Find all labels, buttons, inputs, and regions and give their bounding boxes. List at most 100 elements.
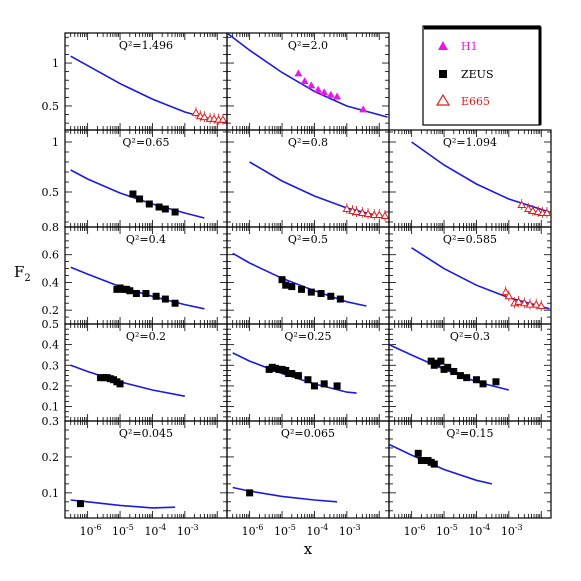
model-curve xyxy=(411,247,550,310)
zeus-point xyxy=(414,449,422,457)
x-tick-label: 10-5 xyxy=(112,523,134,538)
e665-point xyxy=(533,207,543,215)
h1-point xyxy=(294,69,303,77)
panel-3: Q²=0.8 xyxy=(226,129,390,228)
zeus-point xyxy=(288,283,296,291)
model-curve xyxy=(227,33,388,118)
x-tick-label: 10-3 xyxy=(177,523,199,538)
panel-label: Q²=0.15 xyxy=(446,427,493,440)
zeus-point xyxy=(307,288,315,296)
zeus-point xyxy=(171,208,179,216)
y-tick-label: 0.2 xyxy=(42,451,60,464)
y-tick-label: 0.4 xyxy=(42,276,60,289)
panel-data xyxy=(232,252,367,307)
e665-point xyxy=(369,210,379,218)
zeus-point xyxy=(427,357,435,365)
zeus-point xyxy=(294,372,302,380)
panel-1: Q²=2.0 xyxy=(226,32,390,131)
h1-point xyxy=(314,85,323,93)
panels-group: 0.5 1 Q²=1.496 Q²=2.0 0.5 1 Q²=0.65 Q²=0.8 Q²=1.… xyxy=(42,32,552,538)
e665-point xyxy=(542,208,551,216)
x-axis-label: x xyxy=(304,540,313,558)
zeus-point xyxy=(161,295,169,303)
y-tick-label: 0.1 xyxy=(42,487,60,500)
zeus-point xyxy=(132,290,140,298)
zeus-point xyxy=(472,376,480,384)
x-tick-label-base: 10 xyxy=(306,525,320,538)
h1-point xyxy=(300,77,309,85)
x-tick-label-base: 10 xyxy=(404,525,418,538)
model-curve xyxy=(232,252,367,307)
zeus-point xyxy=(333,382,341,390)
zeus-point xyxy=(152,292,160,300)
legend-label-h1: H1 xyxy=(461,40,478,53)
x-tick-label-exp: -4 xyxy=(482,523,490,532)
h1-point xyxy=(333,92,342,100)
model-curve xyxy=(232,486,338,503)
x-tick-label: 10-3 xyxy=(501,523,523,538)
zeus-point xyxy=(288,370,296,378)
y-tick-label: 0.5 xyxy=(42,186,60,199)
e665-point xyxy=(374,210,384,218)
panel-data xyxy=(70,266,205,310)
x-tick-label: 10-5 xyxy=(274,523,296,538)
panel-data xyxy=(232,352,357,394)
y-tick-label: 0.5 xyxy=(42,318,60,331)
zeus-point xyxy=(320,380,328,388)
e665-point xyxy=(519,298,529,307)
legend-marker-zeus xyxy=(439,70,447,78)
y-tick-label: 0.8 xyxy=(42,221,60,234)
zeus-point xyxy=(463,374,471,382)
panel-7: Q²=0.585 xyxy=(388,226,552,325)
x-tick-label-base: 10 xyxy=(468,525,482,538)
panel-label: Q²=1.496 xyxy=(119,39,173,52)
panel-label: Q²=0.5 xyxy=(288,233,328,246)
x-tick-label-exp: -4 xyxy=(158,523,166,532)
legend-shadow xyxy=(424,26,542,125)
zeus-point xyxy=(126,287,134,295)
y-axis-label: F2 xyxy=(14,263,31,284)
e665-point xyxy=(191,108,201,116)
zeus-point xyxy=(278,365,286,373)
panel-label: Q²=0.25 xyxy=(284,330,331,343)
panel-data xyxy=(232,486,338,503)
model-curve xyxy=(411,141,550,213)
x-tick-label-base: 10 xyxy=(436,525,450,538)
panel-6: Q²=0.5 xyxy=(226,226,390,325)
x-tick-label-exp: -4 xyxy=(320,523,328,532)
panel-label: Q²=0.585 xyxy=(443,233,497,246)
e665-point xyxy=(514,297,523,305)
panel-label: Q²=0.2 xyxy=(126,330,166,343)
model-curve xyxy=(70,364,185,397)
x-tick-label: 10-5 xyxy=(436,523,458,538)
panel-data xyxy=(389,343,509,391)
e665-point xyxy=(536,301,546,309)
h1-point xyxy=(307,81,316,89)
zeus-point xyxy=(142,290,150,298)
zeus-point xyxy=(304,376,312,384)
zeus-point xyxy=(76,500,84,508)
x-tick-label-exp: -5 xyxy=(288,523,296,532)
x-tick-label-base: 10 xyxy=(177,525,191,538)
panel-13: 10-6 10-5 10-4 10-3Q²=0.15 xyxy=(388,420,552,538)
e665-point xyxy=(528,206,538,214)
y-tick-label: 0.6 xyxy=(42,249,60,262)
e665-point xyxy=(531,300,541,308)
panel-frame xyxy=(388,420,552,519)
panel-label: Q²=2.0 xyxy=(288,39,328,52)
model-curve xyxy=(70,169,205,219)
x-tick-label-exp: -3 xyxy=(191,523,199,532)
panel-4: Q²=1.094 xyxy=(388,129,552,228)
x-tick-label-exp: -6 xyxy=(94,523,102,532)
panel-11: 0.10.20.310-6 10-5 10-4 10-3Q²=0.045 xyxy=(42,415,228,538)
panel-8: 0.1 0.2 0.3 0.4 0.5 Q²=0.2 xyxy=(42,318,228,422)
legend: H1 ZEUS E665 xyxy=(422,25,542,126)
model-curve xyxy=(70,499,176,509)
zeus-point xyxy=(450,367,458,375)
zeus-point xyxy=(116,380,124,388)
model-curve xyxy=(249,161,388,219)
x-tick-label-base: 10 xyxy=(274,525,288,538)
e665-point xyxy=(352,207,361,215)
panel-data xyxy=(249,161,389,221)
zeus-point xyxy=(336,295,344,303)
